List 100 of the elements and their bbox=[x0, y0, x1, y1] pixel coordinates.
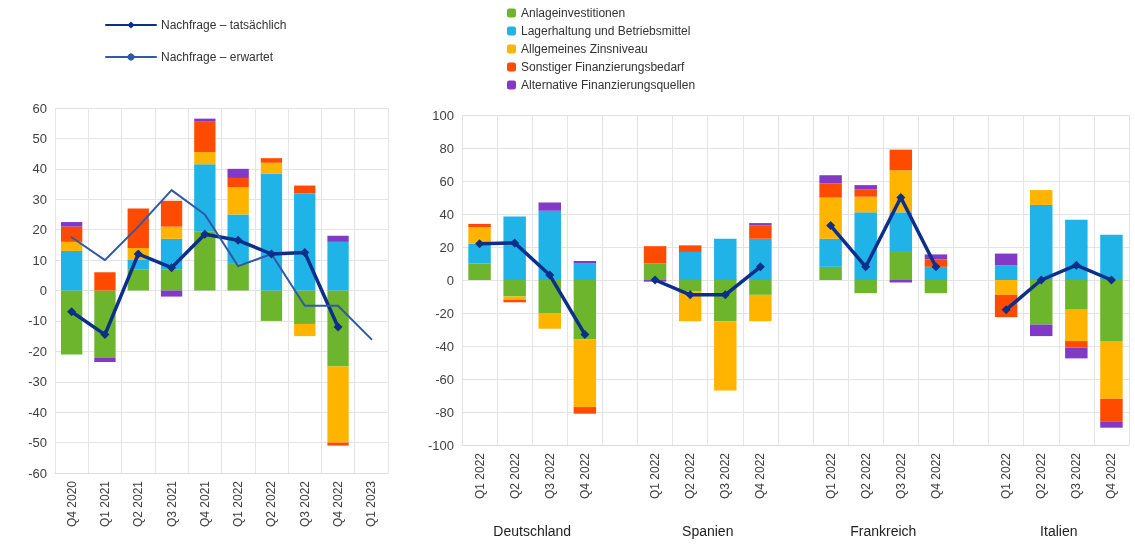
point bbox=[266, 249, 276, 259]
x-tick-label: Q2 2022 bbox=[858, 452, 873, 500]
bar bbox=[327, 442, 349, 446]
x-tick-label: Q1 2022 bbox=[999, 452, 1014, 500]
bar bbox=[1100, 421, 1123, 428]
point bbox=[755, 262, 765, 272]
bar bbox=[227, 187, 249, 215]
point bbox=[685, 290, 695, 300]
bar bbox=[994, 280, 1018, 295]
bar bbox=[573, 280, 597, 340]
legend-label: Allgemeines Zinsniveau bbox=[521, 42, 648, 56]
bar bbox=[468, 263, 491, 280]
bar bbox=[327, 235, 349, 242]
y-tick-label: 40 bbox=[439, 206, 454, 222]
text: Deutschland bbox=[493, 523, 572, 539]
legend-label: Sonstiger Finanzierungsbedarf bbox=[521, 60, 686, 74]
bar bbox=[854, 196, 877, 213]
bar bbox=[924, 266, 948, 280]
point bbox=[545, 270, 555, 280]
x-tick-label: Q4 2022 bbox=[928, 452, 943, 500]
x-tick-label: Q1 2021 bbox=[97, 480, 112, 528]
bar bbox=[194, 164, 216, 232]
bar bbox=[889, 251, 913, 280]
point bbox=[233, 235, 243, 245]
bar bbox=[194, 231, 216, 291]
bar bbox=[1030, 280, 1053, 325]
point bbox=[200, 229, 210, 239]
bar bbox=[294, 193, 316, 291]
bar bbox=[819, 266, 842, 280]
y-tick-label: 0 bbox=[39, 283, 47, 298]
y-tick-label: -10 bbox=[28, 313, 47, 329]
bar bbox=[678, 280, 702, 292]
x-tick-label: Q1 2022 bbox=[231, 480, 246, 528]
point bbox=[1036, 275, 1046, 285]
bar bbox=[819, 197, 842, 239]
bar bbox=[60, 222, 83, 227]
bar bbox=[573, 263, 597, 280]
bar bbox=[714, 321, 737, 391]
point bbox=[650, 275, 660, 285]
text: Frankreich bbox=[850, 523, 917, 539]
bar bbox=[854, 280, 877, 294]
bar bbox=[1100, 280, 1123, 342]
y-tick-label: 50 bbox=[32, 130, 47, 146]
point bbox=[1106, 275, 1116, 285]
bar bbox=[994, 265, 1018, 280]
bar bbox=[1030, 190, 1053, 205]
x-tick-label: Q2 2022 bbox=[1034, 452, 1049, 500]
bar bbox=[127, 269, 149, 291]
x-tick-label: Q3 2022 bbox=[542, 452, 557, 500]
bar bbox=[227, 263, 249, 291]
point bbox=[580, 329, 590, 339]
y-tick-label: -80 bbox=[435, 404, 454, 420]
bar bbox=[194, 121, 216, 153]
x-tick-label: Q4 2022 bbox=[1104, 452, 1119, 500]
point bbox=[100, 330, 110, 340]
point bbox=[510, 238, 520, 248]
legend-label: Lagerhaltung und Betriebsmittel bbox=[521, 24, 691, 38]
x-tick-label: Q1 2022 bbox=[648, 452, 663, 500]
y-tick-label: 20 bbox=[32, 222, 47, 238]
bar bbox=[1065, 309, 1088, 342]
bar bbox=[924, 280, 948, 294]
y-tick-label: -20 bbox=[28, 343, 47, 359]
bar bbox=[503, 280, 526, 297]
y-tick-label: 100 bbox=[432, 107, 454, 123]
y-tick-label: -60 bbox=[28, 465, 47, 481]
y-tick-label: 80 bbox=[439, 140, 454, 156]
bar bbox=[714, 238, 737, 280]
y-tick-label: -30 bbox=[28, 374, 47, 390]
point bbox=[826, 221, 836, 231]
bar bbox=[749, 238, 772, 280]
bar bbox=[678, 245, 702, 252]
legend-label: Nachfrage – erwartet bbox=[161, 50, 274, 64]
bar bbox=[160, 226, 183, 239]
bar bbox=[1030, 204, 1053, 280]
text: Spanien bbox=[682, 523, 734, 539]
bar bbox=[468, 243, 491, 264]
x-tick-label: Q1 2022 bbox=[823, 452, 838, 500]
x-tick-label: Q4 2022 bbox=[331, 480, 346, 528]
bar bbox=[854, 185, 877, 190]
y-tick-label: 40 bbox=[32, 161, 47, 177]
point bbox=[333, 322, 343, 332]
legend-label: Anlageinvestitionen bbox=[521, 6, 626, 20]
y-tick-label: 60 bbox=[439, 173, 454, 189]
bar bbox=[538, 280, 561, 313]
bar bbox=[94, 272, 116, 291]
y-tick-label: -100 bbox=[427, 437, 454, 453]
bar bbox=[1065, 280, 1088, 310]
bar bbox=[538, 202, 561, 211]
bar bbox=[1100, 398, 1123, 422]
bar bbox=[889, 212, 913, 252]
bar bbox=[854, 189, 877, 197]
x-tick-label: Q2 2022 bbox=[507, 452, 522, 500]
bar bbox=[678, 251, 702, 280]
legend-label: Nachfrage – tatsächlich bbox=[161, 18, 287, 32]
x-tick-label: Q4 2022 bbox=[577, 452, 592, 500]
line-series bbox=[70, 189, 373, 341]
bar bbox=[749, 223, 772, 226]
x-tick-label: Q2 2022 bbox=[264, 480, 279, 528]
bar bbox=[294, 323, 316, 337]
bar bbox=[1030, 324, 1053, 337]
